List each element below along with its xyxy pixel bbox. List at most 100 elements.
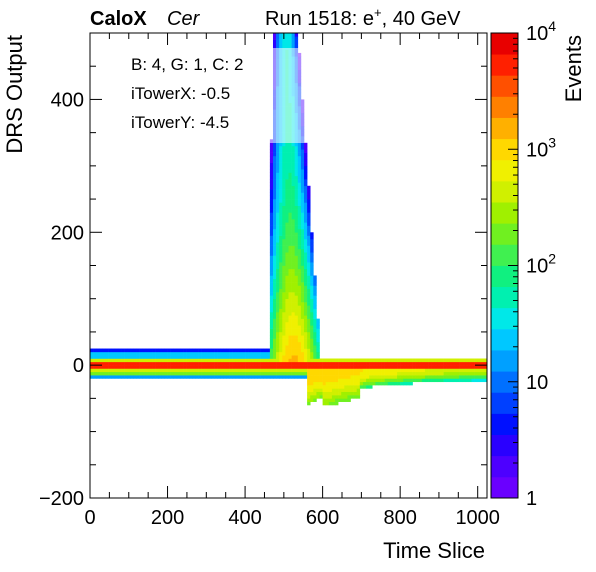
heatmap-cell (350, 375, 354, 379)
heatmap-cell (409, 361, 413, 366)
heatmap-cell (338, 395, 342, 399)
heatmap-cell (313, 381, 317, 386)
heatmap-cell (297, 175, 302, 180)
heatmap-cell (288, 205, 292, 210)
heatmap-cell (167, 358, 171, 363)
heatmap-cell (381, 368, 385, 373)
heatmap-cell (428, 375, 432, 379)
heatmap-cell (223, 361, 227, 366)
heatmap-cell (272, 302, 277, 306)
heatmap-cell (304, 355, 308, 359)
heatmap-cell (387, 378, 392, 383)
heatmap-cell (285, 298, 289, 303)
heatmap-cell (272, 149, 277, 153)
heatmap-cell (251, 355, 255, 359)
heatmap-cell (310, 238, 314, 243)
heatmap-cell (313, 348, 317, 353)
heatmap-cell (307, 189, 311, 193)
heatmap-cell (300, 238, 305, 243)
heatmap-cell (366, 375, 370, 379)
heatmap-cell (353, 385, 358, 389)
heatmap-cell (297, 189, 302, 193)
heatmap-cell (105, 355, 109, 359)
heatmap-cell (304, 371, 308, 376)
heatmap-cell (459, 378, 463, 383)
heatmap-cell (285, 42, 289, 47)
heatmap-cell (288, 159, 292, 163)
heatmap-cell (300, 212, 305, 216)
heatmap-cell (223, 358, 227, 363)
heatmap-cell (282, 245, 286, 250)
heatmap-cell (362, 368, 367, 373)
x-axis-label: Time Slice (383, 538, 485, 563)
heatmap-cell (276, 275, 280, 280)
colorbar-band (491, 159, 518, 182)
heatmap-cell (285, 348, 289, 353)
heatmap-cell (282, 228, 286, 233)
heatmap-cell (297, 258, 302, 263)
heatmap-cell (276, 292, 280, 296)
heatmap-cell (319, 385, 323, 389)
heatmap-cell (285, 265, 289, 270)
heatmap-cell (288, 345, 292, 349)
heatmap-cell (304, 219, 308, 223)
heatmap-cell (114, 361, 119, 366)
heatmap-cell (279, 172, 283, 177)
heatmap-cell (269, 235, 274, 240)
heatmap-cell (272, 172, 277, 177)
heatmap-cell (328, 398, 333, 402)
heatmap-cell (319, 358, 323, 363)
heatmap-cell (102, 365, 106, 369)
heatmap-cell (276, 235, 280, 240)
heatmap-cell (474, 365, 478, 369)
heatmap-cell (297, 341, 302, 346)
heatmap-cell (474, 378, 478, 383)
heatmap-cell (285, 169, 289, 173)
heatmap-cell (400, 361, 404, 366)
heatmap-cell (279, 169, 283, 173)
heatmap-cell (201, 361, 206, 366)
heatmap-cell (269, 262, 274, 266)
heatmap-cell (282, 232, 286, 236)
heatmap-cell (455, 378, 460, 383)
heatmap-cell (291, 172, 295, 177)
heatmap-cell (189, 351, 193, 356)
heatmap-cell (300, 242, 305, 246)
heatmap-cell (300, 149, 305, 153)
heatmap-cell (285, 268, 289, 273)
heatmap-cell (310, 295, 314, 300)
y-axis-label: DRS Output (2, 35, 27, 154)
heatmap-cell (291, 265, 295, 270)
heatmap-cell (313, 371, 317, 376)
heatmap-cell (291, 209, 295, 213)
heatmap-cell (238, 361, 243, 366)
heatmap-cell (217, 351, 221, 356)
heatmap-cell (310, 305, 314, 309)
heatmap-cell (269, 195, 274, 200)
heatmap-cell (297, 305, 302, 309)
heatmap-cell (375, 375, 379, 379)
heatmap-cell (282, 338, 286, 343)
heatmap-cell (378, 361, 382, 366)
heatmap-cell (483, 368, 487, 373)
heatmap-cell (356, 371, 361, 376)
heatmap-cell (111, 371, 116, 376)
heatmap-cell (279, 338, 283, 343)
heatmap-cell (158, 348, 162, 353)
heatmap-cell (130, 355, 134, 359)
heatmap-cell (304, 212, 308, 216)
heatmap-cell (173, 375, 178, 379)
heatmap-cell (297, 165, 302, 170)
heatmap-cell (347, 365, 351, 369)
heatmap-cell (279, 268, 283, 273)
heatmap-cell (279, 222, 283, 226)
heatmap-cell (155, 361, 159, 366)
heatmap-cell (304, 328, 308, 333)
heatmap-cell (291, 222, 295, 226)
heatmap-cell (359, 381, 364, 386)
heatmap-cell (186, 348, 190, 353)
heatmap-cell (176, 371, 181, 376)
heatmap-cell (279, 195, 283, 200)
heatmap-cell (269, 182, 274, 187)
heatmap-cell (381, 358, 385, 363)
